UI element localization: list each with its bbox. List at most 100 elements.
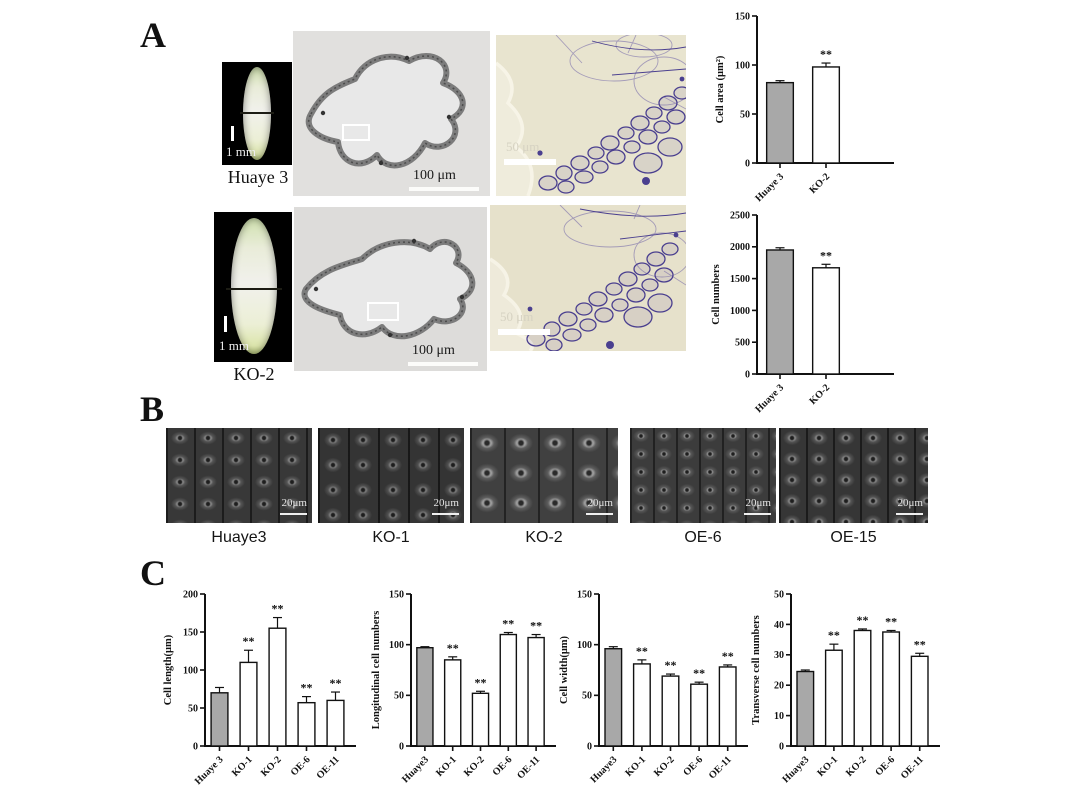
svg-text:**: **: [885, 614, 897, 628]
svg-text:Huaye 3: Huaye 3: [193, 754, 226, 787]
svg-text:OE-11: OE-11: [899, 754, 926, 781]
sem-image-huaye3: 20μm: [166, 428, 312, 523]
panel-a-label: A: [140, 15, 166, 55]
sem-scale-label: 20μm: [587, 497, 613, 509]
svg-text:0: 0: [399, 741, 404, 752]
micro-scalebar: [498, 329, 550, 335]
sem-label-huaye3: Huaye3: [211, 529, 267, 546]
svg-text:0: 0: [193, 741, 198, 752]
svg-text:**: **: [475, 675, 487, 689]
sem-scale: 20μm: [432, 493, 459, 515]
sem-image-ko1: 20μm: [318, 428, 464, 523]
svg-text:Huaye3: Huaye3: [588, 754, 619, 785]
sem-scale: 20μm: [896, 493, 923, 515]
sem-scalebar: [432, 513, 459, 515]
micrograph-ko2: 50 μm: [489, 204, 691, 353]
seed-scalebar: [224, 316, 227, 332]
chart-cell-area: 0 50 100 150 Cell area (μm²) Huaye 3 ** KO-2: [712, 8, 904, 206]
svg-text:2000: 2000: [730, 242, 750, 253]
seed-measure-line: [226, 288, 282, 290]
seed-scalebar-label: 1 mm: [219, 338, 249, 353]
svg-text:0: 0: [745, 158, 750, 169]
svg-text:150: 150: [183, 627, 198, 638]
seed-caption-huaye3: Huaye 3: [227, 167, 289, 187]
svg-text:150: 150: [577, 589, 592, 600]
svg-text:1500: 1500: [730, 274, 750, 285]
svg-text:**: **: [636, 644, 648, 658]
sem-scale: 20μm: [280, 493, 307, 515]
sem-scale-label: 20μm: [745, 497, 771, 509]
svg-text:2500: 2500: [730, 210, 750, 221]
svg-text:OE-6: OE-6: [873, 754, 897, 778]
svg-text:150: 150: [389, 589, 404, 600]
sem-scale-label: 20μm: [433, 497, 459, 509]
svg-text:KO-2: KO-2: [844, 754, 869, 779]
sem-label-oe15: OE-15: [830, 529, 877, 546]
svg-text:KO-1: KO-1: [230, 754, 255, 779]
svg-text:**: **: [243, 634, 255, 648]
svg-text:50: 50: [774, 589, 784, 600]
roi-box: [367, 302, 399, 321]
micrograph-huaye3: 50 μm: [494, 32, 695, 197]
micrograph-drawing: 50 μm: [489, 204, 691, 353]
svg-text:**: **: [301, 681, 313, 695]
sem-image-ko2: 20μm: [470, 428, 618, 523]
sem-image-oe6: 20μm: [630, 428, 776, 523]
sem-scalebar: [744, 513, 771, 515]
chart-cell-length: 0 50 100 150 200 Cell length(μm) Huaye 3 ** KO-1…: [160, 578, 360, 802]
section-scalebar: [409, 187, 479, 191]
seed-scalebar-label: 1 mm: [226, 144, 256, 159]
chart-transverse-cell-numbers: 0 10 20 30 40 50 Transverse cell numbers Huaye3…: [748, 578, 944, 802]
svg-text:500: 500: [735, 338, 750, 349]
seed-scalebar: [231, 126, 234, 141]
svg-text:0: 0: [587, 741, 592, 752]
svg-text:**: **: [447, 641, 459, 655]
cross-section-ko2: 100 μm: [294, 207, 487, 371]
svg-text:OE-11: OE-11: [515, 754, 542, 781]
svg-text:KO-1: KO-1: [434, 754, 459, 779]
svg-text:Longitudinal cell numbers: Longitudinal cell numbers: [371, 611, 382, 729]
svg-text:30: 30: [774, 650, 784, 661]
svg-text:Huaye3: Huaye3: [400, 754, 431, 785]
roi-box: [342, 124, 370, 141]
svg-text:200: 200: [183, 589, 198, 600]
svg-text:20: 20: [774, 681, 784, 692]
svg-text:50: 50: [188, 703, 198, 714]
cross-section-drawing: [305, 53, 466, 169]
svg-text:OE-6: OE-6: [491, 754, 515, 778]
micrograph-drawing: 50 μm: [494, 32, 695, 197]
svg-text:OE-11: OE-11: [707, 754, 734, 781]
section-scalebar: [408, 362, 478, 366]
svg-text:100: 100: [577, 640, 592, 651]
svg-text:**: **: [857, 613, 869, 627]
svg-text:Huaye 3: Huaye 3: [753, 382, 786, 415]
svg-text:OE-6: OE-6: [289, 754, 313, 778]
svg-text:Cell area (μm²): Cell area (μm²): [715, 55, 726, 123]
sem-label-ko1: KO-1: [372, 529, 410, 546]
panel-b-label: B: [140, 389, 165, 429]
svg-text:100: 100: [389, 640, 404, 651]
svg-text:1000: 1000: [730, 306, 750, 317]
sem-label-oe6: OE-6: [684, 529, 722, 546]
svg-text:**: **: [820, 47, 832, 61]
svg-text:**: **: [530, 619, 542, 633]
svg-text:OE-6: OE-6: [681, 754, 705, 778]
panel-c-label: C: [140, 553, 166, 593]
micro-scale-label: 50 μm: [506, 139, 539, 154]
svg-text:Transverse cell numbers: Transverse cell numbers: [751, 615, 762, 724]
svg-text:**: **: [502, 617, 514, 631]
svg-text:KO-2: KO-2: [807, 171, 832, 196]
svg-text:0: 0: [745, 369, 750, 380]
section-scale-label: 100 μm: [412, 343, 455, 358]
micro-scale-label: 50 μm: [500, 309, 533, 324]
sem-scale: 20μm: [744, 493, 771, 515]
seed-photo-huaye3: 1 mm: [222, 62, 292, 165]
svg-text:**: **: [330, 676, 342, 690]
sem-scale-label: 20μm: [897, 497, 923, 509]
svg-text:Huaye3: Huaye3: [780, 754, 811, 785]
svg-text:**: **: [820, 248, 832, 262]
sem-scalebar: [896, 513, 923, 515]
cross-section-huaye3: 100 μm: [293, 31, 490, 196]
sem-scale-label: 20μm: [281, 497, 307, 509]
